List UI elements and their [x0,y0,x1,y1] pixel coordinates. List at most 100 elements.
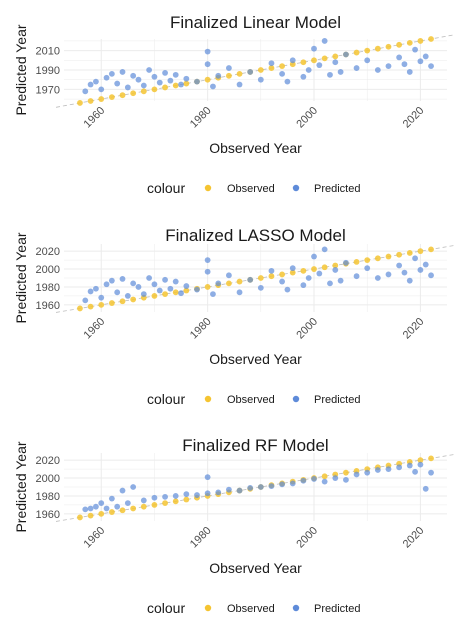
chart-panel-1: Finalized Linear Model 1970 1990 2010 1960 19… [13,13,456,196]
predicted-point [124,500,131,507]
observed-point [119,298,126,305]
observed-point [130,90,137,97]
observed-point [289,269,296,276]
predicted-point [353,273,360,280]
observed-point [204,76,211,83]
predicted-point [103,74,110,81]
y-tick-label: 1970 [36,84,60,96]
reference-line [55,453,456,522]
predicted-point [305,67,312,73]
legend-title: colour [147,600,185,616]
observed-point [353,49,360,56]
predicted-point [406,462,413,469]
x-tick-label: 1980 [188,105,214,131]
observed-point [119,92,126,99]
predicted-point [422,53,429,60]
predicted-point [98,294,105,301]
predicted-point [300,73,307,80]
x-tick-label: 2020 [401,525,427,551]
predicted-point [428,63,434,70]
predicted-point [93,78,99,85]
observed-point [151,292,158,299]
predicted-point [119,275,126,282]
predicted-point [108,277,115,284]
legend-label-observed: Observed [227,394,275,406]
x-tick-label: 2000 [294,525,320,551]
legend-label-predicted: Predicted [314,603,360,615]
observed-point [162,291,168,298]
predicted-point [162,70,168,76]
predicted-point [401,269,408,276]
predicted-point [103,505,110,512]
observed-point [162,84,168,91]
predicted-point [300,282,307,289]
observed-point [98,96,105,102]
predicted-point [428,272,434,279]
predicted-point [385,271,392,278]
observed-point [268,273,275,280]
predicted-point [284,78,291,85]
x-tick-label: 2000 [294,316,320,342]
observed-point [108,509,115,515]
predicted-point [332,267,339,273]
predicted-point [226,272,232,279]
observed-point [343,469,349,476]
observed-point [396,251,403,258]
predicted-point [151,73,158,80]
predicted-point [316,62,323,69]
predicted-point [204,490,211,497]
chart-title: Finalized RF Model [182,436,328,455]
observed-point [300,267,307,274]
y-axis-title: Predicted Year [13,24,29,115]
predicted-point [98,86,105,93]
predicted-point [406,69,413,75]
observed-point [140,503,147,510]
observed-point [183,80,190,87]
grid [64,244,447,312]
predicted-point [194,78,200,85]
x-tick-label: 1960 [82,105,108,131]
predicted-point [103,281,110,288]
legend-key-predicted [292,395,300,403]
predicted-point [385,466,392,473]
predicted-point [332,59,339,66]
predicted-point [236,81,243,88]
observed-point [385,43,392,50]
predicted-point [374,67,381,73]
observed-point [385,253,392,260]
legend: colour Observed Predicted [147,180,360,196]
observed-point [77,514,83,521]
legend-label-predicted: Predicted [314,394,360,406]
x-tick-label: 1960 [82,316,108,342]
predicted-point [374,467,381,473]
predicted-point [321,478,328,485]
predicted-point [162,493,168,500]
predicted-point [337,69,344,75]
y-tick-label: 1960 [36,300,60,312]
predicted-point [257,284,264,291]
predicted-point [151,281,158,288]
predicted-point [204,48,211,55]
predicted-point [289,480,296,487]
observed-point [87,512,94,519]
observed-point [406,39,413,46]
predicted-point [417,461,424,468]
predicted-point [178,290,184,297]
predicted-point [119,69,126,75]
observed-point [172,289,179,296]
predicted-point [311,476,317,482]
observed-point [162,500,168,507]
predicted-point [364,265,371,272]
x-tick-label: 2000 [294,105,320,131]
observed-point [183,496,190,503]
predicted-point [353,65,360,71]
observed-point [98,510,105,517]
predicted-point [412,255,418,262]
legend-key-observed [204,184,212,192]
predicted-point [332,475,339,481]
observed-point [226,72,232,79]
predicted-point [172,493,179,499]
predicted-point [268,60,275,67]
predicted-point [156,287,163,294]
predicted-point [82,297,89,304]
